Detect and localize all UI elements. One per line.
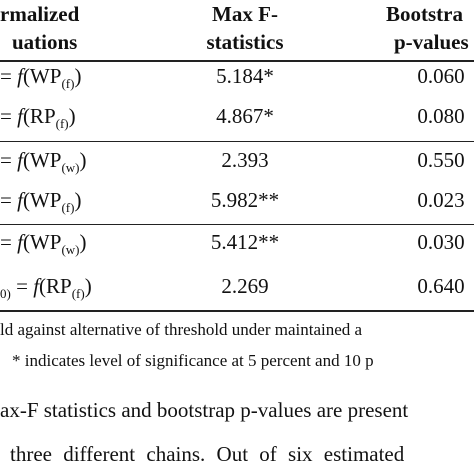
equation-subscript: (w): [61, 242, 80, 257]
equation-cell: = f(RP(f)): [0, 104, 76, 132]
p-value-cell: 0.060: [417, 64, 465, 88]
max-f-cell: 5.412**: [210, 230, 280, 254]
group-rule: [0, 224, 474, 225]
equation-equals: =: [16, 274, 28, 298]
equation-cell: = f(WP(w)): [0, 230, 86, 258]
equation-variable: (RP: [22, 104, 56, 128]
equation-equals: =: [0, 148, 12, 172]
p-value-cell: 0.023: [417, 188, 465, 212]
paragraph-line: three different chains. Out of six estim…: [10, 442, 405, 466]
top-rule: [0, 60, 474, 62]
equation-close: ): [74, 188, 82, 212]
equation-subscript: (w): [61, 160, 80, 175]
header-cell: Bootstra: [386, 2, 463, 26]
header-cell: rmalized: [0, 2, 80, 26]
equation-close: ): [79, 230, 87, 254]
max-f-cell: 5.184*: [216, 64, 274, 88]
header-cell: statistics: [206, 30, 284, 54]
table-note: * indicates level of significance at 5 p…: [12, 351, 374, 370]
max-f-cell: 2.393: [221, 148, 269, 172]
equation-equals: =: [0, 104, 12, 128]
equation-variable: (WP: [22, 64, 62, 88]
equation-equals: =: [0, 188, 12, 212]
equation-equals: =: [0, 230, 12, 254]
max-f-cell: 4.867*: [216, 104, 274, 128]
equation-subscript: (f): [71, 286, 85, 301]
equation-variable: (WP: [22, 188, 62, 212]
equation-variable: (WP: [22, 230, 62, 254]
max-f-cell: 2.269: [221, 274, 269, 298]
bottom-rule: [0, 310, 474, 312]
equation-function: f: [17, 230, 23, 254]
equation-function: f: [17, 148, 23, 172]
p-value-cell: 0.030: [417, 230, 465, 254]
equation-variable: (RP: [39, 274, 72, 298]
equation-prefix: 0): [0, 286, 11, 301]
table-note: ld against alternative of threshold unde…: [0, 320, 363, 339]
equation-cell: = f(WP(f)): [0, 64, 81, 92]
equation-subscript: (f): [61, 200, 75, 215]
equation-close: ): [84, 274, 92, 298]
equation-function: f: [17, 64, 23, 88]
equation-subscript: (f): [61, 76, 75, 91]
equation-function: f: [17, 188, 23, 212]
equation-function: f: [33, 274, 40, 298]
equation-close: ): [74, 64, 82, 88]
header-cell: uations: [12, 30, 78, 54]
max-f-cell: 5.982**: [210, 188, 280, 212]
equation-cell: = f(WP(f)): [0, 188, 81, 216]
equation-cell: 0) = f(RP(f)): [0, 274, 92, 302]
paragraph-line: ax-F statistics and bootstrap p-values a…: [0, 398, 409, 422]
equation-cell: = f(WP(w)): [0, 148, 86, 176]
header-cell: Max F-: [212, 2, 278, 26]
equation-close: ): [68, 104, 76, 128]
equation-function: f: [17, 104, 23, 128]
equation-subscript: (f): [55, 116, 69, 131]
p-value-cell: 0.640: [417, 274, 465, 298]
p-value-cell: 0.550: [417, 148, 465, 172]
equation-close: ): [79, 148, 87, 172]
p-value-cell: 0.080: [417, 104, 465, 128]
header-cell: p-values: [394, 30, 469, 54]
group-rule: [0, 141, 474, 142]
equation-variable: (WP: [22, 148, 62, 172]
equation-equals: =: [0, 64, 12, 88]
